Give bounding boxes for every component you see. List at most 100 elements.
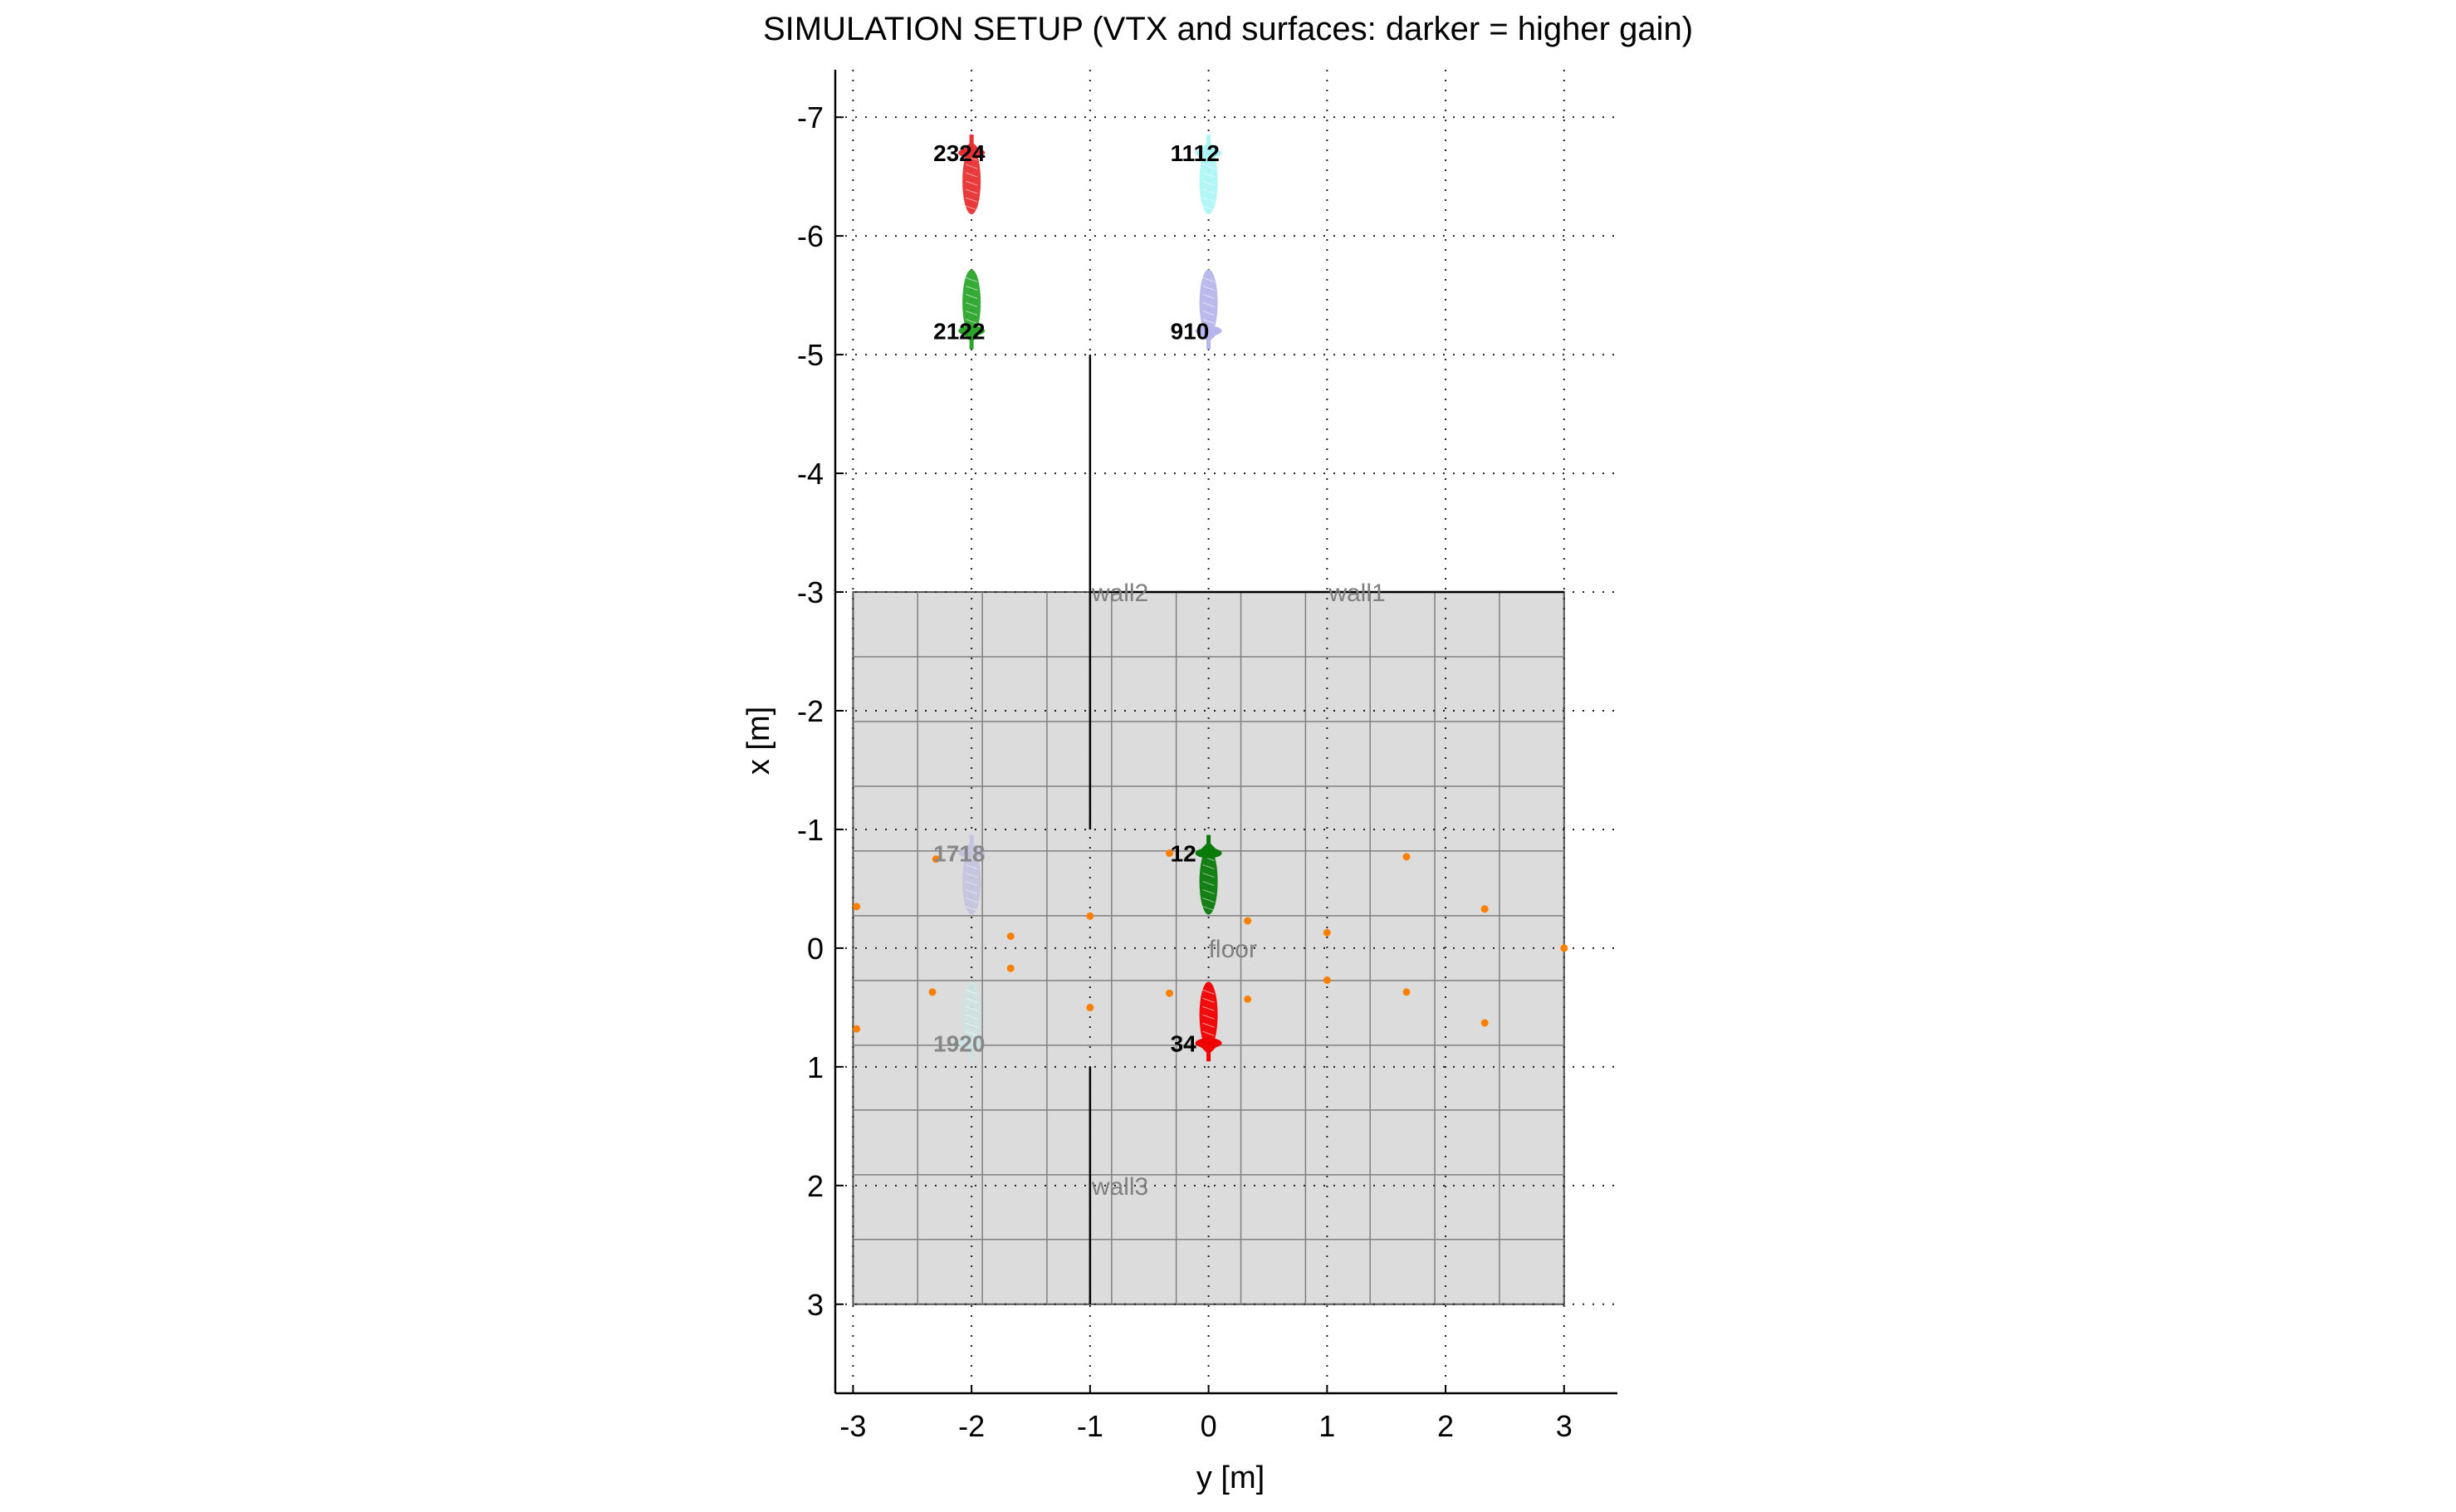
vtx-base bbox=[958, 848, 986, 859]
reflection-point bbox=[1480, 905, 1489, 913]
vtx-marker bbox=[1195, 981, 1222, 1062]
y-tick-label: 1 bbox=[807, 1050, 824, 1084]
vtx-hatch bbox=[1202, 906, 1215, 912]
y-tick-label: -6 bbox=[797, 219, 824, 253]
vtx-hatch bbox=[965, 164, 978, 169]
reflection-point bbox=[1086, 912, 1094, 920]
vtx-hatch bbox=[1202, 864, 1215, 870]
vtx-hatch bbox=[1202, 188, 1215, 194]
vtx-hatch bbox=[965, 889, 978, 895]
vtx-hatch bbox=[1202, 997, 1215, 1003]
vtx-marker bbox=[958, 269, 986, 350]
vtx-hatch bbox=[1202, 889, 1215, 895]
x-tick-label: -2 bbox=[958, 1409, 985, 1443]
vtx-hatch bbox=[1202, 172, 1215, 178]
vtx-marker bbox=[1195, 269, 1222, 350]
vtx-hatch bbox=[1202, 881, 1215, 887]
vtx-hatch bbox=[965, 906, 978, 912]
surface-labels: wall1 wall2 wall3 floor 2324 1112 2122 910 1718 1… bbox=[933, 140, 1386, 1201]
vtx-marker bbox=[958, 135, 986, 215]
floor-label: floor bbox=[1209, 936, 1257, 963]
vtx-hatch bbox=[1202, 873, 1215, 878]
vtx-hatch bbox=[1202, 319, 1215, 324]
y-tick-label: -1 bbox=[797, 813, 824, 847]
vtx-hatch bbox=[1202, 286, 1215, 291]
reflection-point bbox=[932, 855, 940, 864]
reflection-point bbox=[1165, 849, 1173, 858]
vtx-hatch bbox=[965, 302, 978, 307]
y-tick-label: -7 bbox=[797, 100, 824, 135]
vtx-hatch bbox=[1202, 277, 1215, 282]
x-tick-label: 2 bbox=[1437, 1409, 1454, 1443]
vtx-base bbox=[958, 148, 986, 159]
vtx-hatch bbox=[965, 286, 978, 291]
vtx-label: 910 bbox=[1171, 319, 1210, 345]
vtx-hatch bbox=[1202, 302, 1215, 307]
x-tick-label: 3 bbox=[1556, 1409, 1573, 1443]
reflection-point bbox=[1480, 1019, 1489, 1027]
wall-label: wall2 bbox=[1091, 580, 1148, 607]
vtx-hatch bbox=[1202, 1006, 1215, 1011]
vtx-hatch bbox=[965, 1006, 978, 1011]
vtx-marker bbox=[1195, 135, 1222, 215]
reflection-point bbox=[1323, 976, 1331, 985]
vtx-hatch bbox=[965, 294, 978, 299]
chart-title: SIMULATION SETUP (VTX and surfaces: dark… bbox=[763, 11, 1693, 47]
vtx-label: 2122 bbox=[933, 319, 985, 345]
vtx-hatch bbox=[1202, 205, 1215, 211]
vtx-hatch bbox=[1202, 1022, 1215, 1028]
vtx-hatch bbox=[1202, 294, 1215, 299]
y-tick-label: -3 bbox=[797, 575, 824, 609]
vtx-hatch bbox=[965, 188, 978, 194]
vtx-base bbox=[1195, 325, 1222, 336]
vtx-hatch bbox=[965, 1030, 978, 1036]
vtx-label: 1112 bbox=[1171, 140, 1220, 166]
vtx-hatch bbox=[1202, 898, 1215, 903]
vtx-hatch bbox=[965, 1022, 978, 1028]
vtx-hatch bbox=[965, 989, 978, 995]
reflection-point bbox=[853, 1025, 861, 1033]
y-tick-label: -5 bbox=[797, 338, 824, 372]
reflection-point bbox=[1244, 917, 1252, 925]
vtx-base bbox=[1195, 848, 1222, 859]
reflection-point bbox=[1402, 988, 1411, 996]
vtx-hatch bbox=[965, 319, 978, 324]
vtx-base bbox=[1195, 148, 1222, 159]
reflection-point bbox=[1560, 944, 1568, 952]
x-tick-label: 0 bbox=[1201, 1409, 1217, 1443]
reflection-point bbox=[1006, 932, 1015, 941]
x-tick-label: -3 bbox=[839, 1409, 866, 1443]
vtx-lobe bbox=[962, 148, 981, 215]
vtx-lobe bbox=[1199, 981, 1218, 1049]
vtx-hatch bbox=[965, 873, 978, 878]
vtx-lobe bbox=[1199, 148, 1218, 215]
y-axis-label: x [m] bbox=[741, 707, 776, 775]
vtx-hatch bbox=[965, 311, 978, 316]
reflection-point bbox=[1086, 1003, 1094, 1011]
reflection-point bbox=[928, 988, 937, 996]
vtx-label: 2324 bbox=[933, 140, 986, 166]
vtx-hatch bbox=[965, 997, 978, 1003]
y-tick-label: 2 bbox=[807, 1169, 824, 1203]
y-tick-label: -4 bbox=[797, 457, 824, 491]
x-tick-label: 1 bbox=[1319, 1409, 1335, 1443]
vtx-lobe bbox=[962, 981, 981, 1049]
vtx-base bbox=[958, 325, 986, 336]
vtx-marker bbox=[958, 981, 986, 1062]
reflection-point bbox=[1323, 928, 1331, 937]
vtx-hatch bbox=[1202, 989, 1215, 995]
vtx-label: 1718 bbox=[933, 841, 985, 867]
reflection-point bbox=[853, 903, 861, 911]
vtx-marker bbox=[958, 834, 986, 915]
vtx-hatch bbox=[965, 197, 978, 203]
walls bbox=[1089, 355, 1564, 1304]
vtx-hatch bbox=[1202, 197, 1215, 203]
vtx-hatch bbox=[1202, 1014, 1215, 1020]
reflection-point bbox=[1006, 964, 1015, 972]
vtx-hatch bbox=[965, 277, 978, 282]
y-tick-label: 3 bbox=[807, 1288, 824, 1322]
vtx-markers bbox=[958, 135, 1222, 1062]
wall-label: wall3 bbox=[1091, 1173, 1148, 1201]
